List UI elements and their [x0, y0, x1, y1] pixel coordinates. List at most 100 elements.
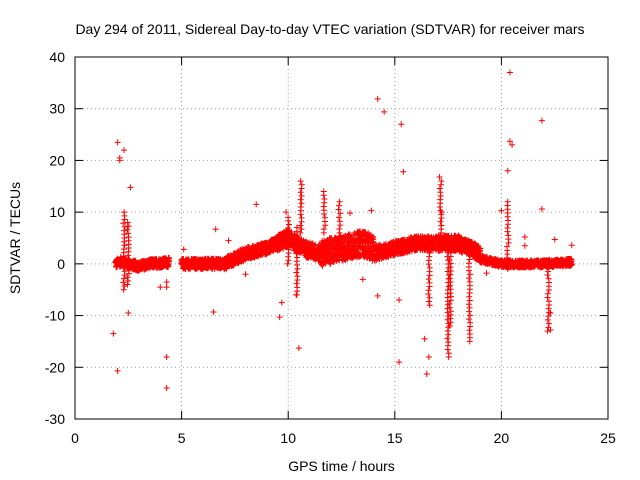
- data-point: [336, 218, 343, 225]
- data-point: [124, 219, 131, 226]
- data-point: [293, 291, 300, 298]
- data-point: [445, 350, 452, 357]
- data-point: [298, 192, 305, 199]
- data-point: [521, 233, 528, 240]
- data-point: [483, 270, 490, 277]
- data-point: [297, 189, 304, 196]
- x-tick-label: 10: [280, 430, 296, 446]
- data-point: [426, 294, 433, 301]
- y-tick-label: 40: [49, 49, 65, 65]
- data-point: [504, 167, 511, 174]
- data-point: [294, 284, 301, 291]
- data-point: [321, 195, 328, 202]
- data-point: [114, 139, 121, 146]
- data-point: [359, 276, 366, 283]
- data-point: [545, 320, 552, 327]
- data-point: [285, 253, 292, 260]
- data-point: [445, 331, 452, 338]
- data-points: [110, 69, 575, 391]
- data-point: [466, 278, 473, 285]
- data-point: [121, 227, 128, 234]
- data-point: [466, 304, 473, 311]
- data-point: [467, 319, 474, 326]
- x-axis-title: GPS time / hours: [288, 458, 395, 474]
- y-tick-label: 20: [49, 152, 65, 168]
- data-point: [506, 69, 513, 76]
- data-point: [163, 353, 170, 360]
- data-point: [163, 284, 170, 291]
- y-tick-label: 0: [57, 256, 65, 272]
- data-point: [423, 371, 430, 378]
- data-point: [298, 181, 305, 188]
- data-point: [426, 302, 433, 309]
- data-point: [466, 256, 473, 263]
- data-point: [121, 147, 128, 154]
- data-point: [466, 297, 473, 304]
- data-point: [426, 279, 433, 286]
- data-point: [210, 308, 217, 315]
- data-point: [467, 312, 474, 319]
- y-tick-label: -20: [45, 359, 65, 375]
- data-point: [538, 117, 545, 124]
- data-point: [125, 230, 132, 237]
- data-point: [381, 108, 388, 115]
- data-point: [335, 214, 342, 221]
- data-point: [421, 335, 428, 342]
- data-point: [157, 284, 164, 291]
- data-point: [336, 202, 343, 209]
- data-point: [297, 196, 304, 203]
- data-point: [551, 236, 558, 243]
- data-point: [297, 203, 304, 210]
- data-point: [437, 196, 444, 203]
- data-point: [396, 359, 403, 366]
- data-point: [400, 168, 407, 175]
- y-tick-label: -30: [45, 411, 65, 427]
- data-point: [426, 264, 433, 271]
- data-point: [125, 309, 132, 316]
- data-point: [121, 283, 128, 290]
- data-point: [298, 215, 305, 222]
- data-point: [438, 222, 445, 229]
- x-tick-label: 5: [178, 430, 186, 446]
- data-point: [297, 178, 304, 185]
- data-point: [180, 246, 187, 253]
- data-point: [465, 275, 472, 282]
- x-tick-label: 15: [387, 430, 403, 446]
- data-point: [293, 269, 300, 276]
- data-point: [298, 200, 305, 207]
- data-point: [465, 316, 472, 323]
- data-point: [124, 226, 131, 233]
- data-point: [467, 271, 474, 278]
- data-point: [437, 218, 444, 225]
- data-point: [283, 209, 290, 216]
- data-point: [398, 121, 405, 128]
- data-point: [293, 280, 300, 287]
- data-point: [538, 206, 545, 213]
- x-tick-label: 0: [71, 430, 79, 446]
- data-point: [125, 223, 132, 230]
- data-point: [568, 242, 575, 249]
- data-point: [504, 224, 511, 231]
- x-tick-label: 20: [494, 430, 510, 446]
- data-point: [521, 242, 528, 249]
- data-point: [125, 234, 132, 241]
- data-point: [368, 207, 375, 214]
- data-point: [544, 316, 551, 323]
- data-point: [465, 301, 472, 308]
- data-point: [436, 185, 443, 192]
- data-point: [545, 275, 552, 282]
- data-point: [466, 327, 473, 334]
- x-tick-label: 25: [600, 430, 616, 446]
- data-point: [504, 198, 511, 205]
- data-point: [448, 293, 455, 300]
- data-point: [284, 260, 291, 267]
- data-point: [437, 189, 444, 196]
- data-point: [295, 345, 302, 352]
- data-point: [544, 290, 551, 297]
- data-point: [120, 246, 127, 253]
- data-point: [465, 260, 472, 267]
- data-point: [225, 237, 232, 244]
- data-point: [544, 328, 551, 335]
- data-point: [396, 297, 403, 304]
